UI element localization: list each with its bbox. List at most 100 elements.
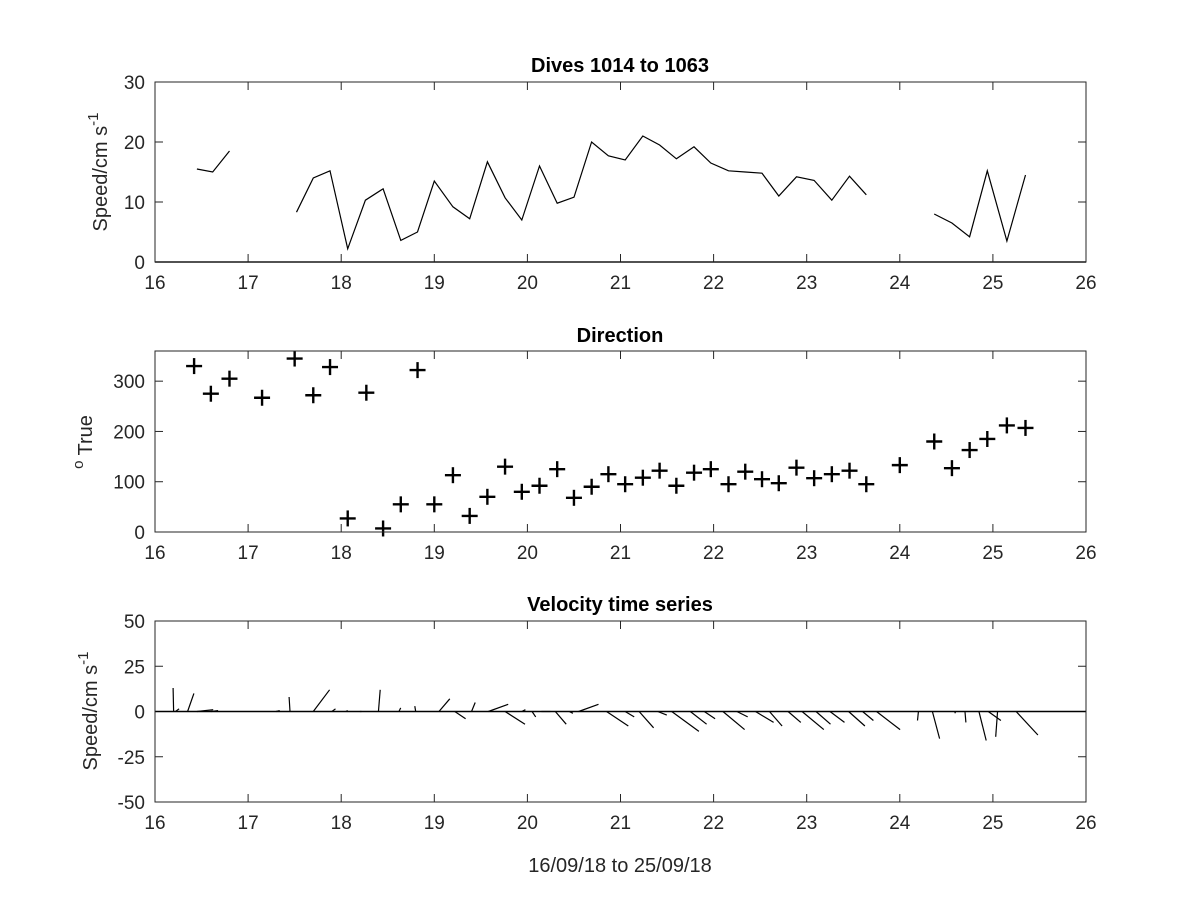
direction-point xyxy=(254,389,271,406)
direction-point xyxy=(531,477,548,494)
velocity-stick xyxy=(931,711,941,739)
direction-point xyxy=(426,496,443,513)
direction-point xyxy=(634,469,651,486)
direction-point xyxy=(754,471,771,488)
x-tick-label: 26 xyxy=(1075,813,1096,834)
direction-point xyxy=(720,476,737,493)
x-tick-label: 20 xyxy=(517,813,538,834)
x-tick-label: 25 xyxy=(982,813,1003,834)
direction-point xyxy=(841,462,858,479)
speed-chart-title: Dives 1014 to 1063 xyxy=(531,55,709,77)
velocity-stick xyxy=(172,687,175,712)
speed-series-segment-1 xyxy=(295,135,867,251)
velocity-stick xyxy=(504,710,526,725)
x-tick-label: 17 xyxy=(238,813,259,834)
x-tick-label: 20 xyxy=(517,273,538,294)
x-tick-label: 26 xyxy=(1075,273,1096,294)
direction-point xyxy=(1017,419,1034,436)
direction-point xyxy=(668,477,685,494)
direction-point xyxy=(444,467,461,484)
y-tick-label: 0 xyxy=(134,703,145,724)
direction-point xyxy=(600,466,617,483)
x-tick-label: 20 xyxy=(517,543,538,564)
velocity-chart-ylabel: Speed/cm s-1 xyxy=(75,652,102,771)
velocity-stick xyxy=(398,707,402,712)
x-tick-label: 19 xyxy=(424,273,445,294)
direction-point xyxy=(186,358,203,375)
y-tick-label: 100 xyxy=(113,473,145,494)
velocity-stick xyxy=(862,711,874,721)
velocity-stick xyxy=(689,711,707,725)
x-tick-label: 22 xyxy=(703,273,724,294)
velocity-stick xyxy=(736,710,748,718)
velocity-stick xyxy=(801,711,825,731)
velocity-stick xyxy=(521,709,526,713)
x-tick-label: 19 xyxy=(424,813,445,834)
speed-chart: Dives 1014 to 1063 Speed/cm s-1 16 17 18 19… xyxy=(85,55,1097,294)
velocity-stick xyxy=(755,710,774,723)
x-tick-label: 18 xyxy=(331,273,352,294)
velocity-stick xyxy=(995,711,999,737)
velocity-stick xyxy=(175,708,180,712)
velocity-stick xyxy=(987,711,1002,721)
velocity-chart-title: Velocity time series xyxy=(527,594,713,616)
velocity-stick xyxy=(722,711,745,731)
velocity-chart-sticks xyxy=(155,687,1086,741)
velocity-stick xyxy=(470,702,476,712)
x-tick-label: 22 xyxy=(703,543,724,564)
direction-point xyxy=(322,359,339,376)
y-tick-label: 200 xyxy=(113,422,145,443)
x-tick-label: 19 xyxy=(424,543,445,564)
direction-point xyxy=(339,510,356,527)
speed-series-segment-0 xyxy=(196,150,230,173)
x-tick-label: 23 xyxy=(796,273,817,294)
velocity-stick xyxy=(1015,711,1039,736)
velocity-stick xyxy=(769,711,783,727)
velocity-stick xyxy=(554,711,567,725)
velocity-stick xyxy=(187,693,195,712)
direction-point xyxy=(858,476,875,493)
direction-point xyxy=(392,496,409,513)
direction-point xyxy=(737,463,754,480)
direction-point xyxy=(770,475,787,492)
direction-point xyxy=(286,350,303,367)
direction-point xyxy=(702,461,719,478)
velocity-stick xyxy=(275,710,280,713)
x-tick-label: 25 xyxy=(982,273,1003,294)
velocity-stick xyxy=(312,689,331,712)
velocity-stick xyxy=(488,703,509,713)
velocity-stick xyxy=(638,711,655,729)
direction-point xyxy=(926,433,943,450)
velocity-chart-ticks: 16 17 18 19 20 21 22 23 24 25 26 -50 -25 0 25 50 xyxy=(118,612,1097,834)
velocity-stick xyxy=(964,711,967,723)
velocity-stick xyxy=(454,711,466,720)
x-tick-label: 16 xyxy=(144,543,165,564)
velocity-stick xyxy=(438,698,451,712)
direction-point xyxy=(788,459,805,476)
y-tick-label: 30 xyxy=(124,73,145,94)
velocity-chart: Velocity time series Speed/cm s-1 16 17 18… xyxy=(75,594,1097,877)
velocity-stick xyxy=(671,711,700,732)
velocity-stick xyxy=(916,711,920,721)
speed-chart-ylabel: Speed/cm s-1 xyxy=(85,113,112,232)
x-tick-label: 24 xyxy=(889,543,911,564)
direction-point xyxy=(358,384,375,401)
velocity-stick xyxy=(954,711,957,714)
x-tick-label: 24 xyxy=(889,273,911,294)
direction-point xyxy=(686,464,703,481)
x-tick-label: 16 xyxy=(144,813,165,834)
direction-point xyxy=(998,417,1015,434)
x-tick-label: 23 xyxy=(796,813,817,834)
direction-point xyxy=(961,442,978,459)
velocity-stick xyxy=(210,710,219,713)
velocity-stick xyxy=(815,711,831,725)
direction-point xyxy=(891,457,908,474)
velocity-chart-xlabel: 16/09/18 to 25/09/18 xyxy=(528,855,712,877)
velocity-stick xyxy=(657,710,668,716)
x-tick-label: 21 xyxy=(610,813,631,834)
velocity-stick xyxy=(876,711,901,731)
direction-chart-markers xyxy=(186,350,1034,537)
direction-point xyxy=(806,470,823,487)
velocity-stick xyxy=(331,708,336,712)
direction-chart-axes xyxy=(154,350,1087,533)
